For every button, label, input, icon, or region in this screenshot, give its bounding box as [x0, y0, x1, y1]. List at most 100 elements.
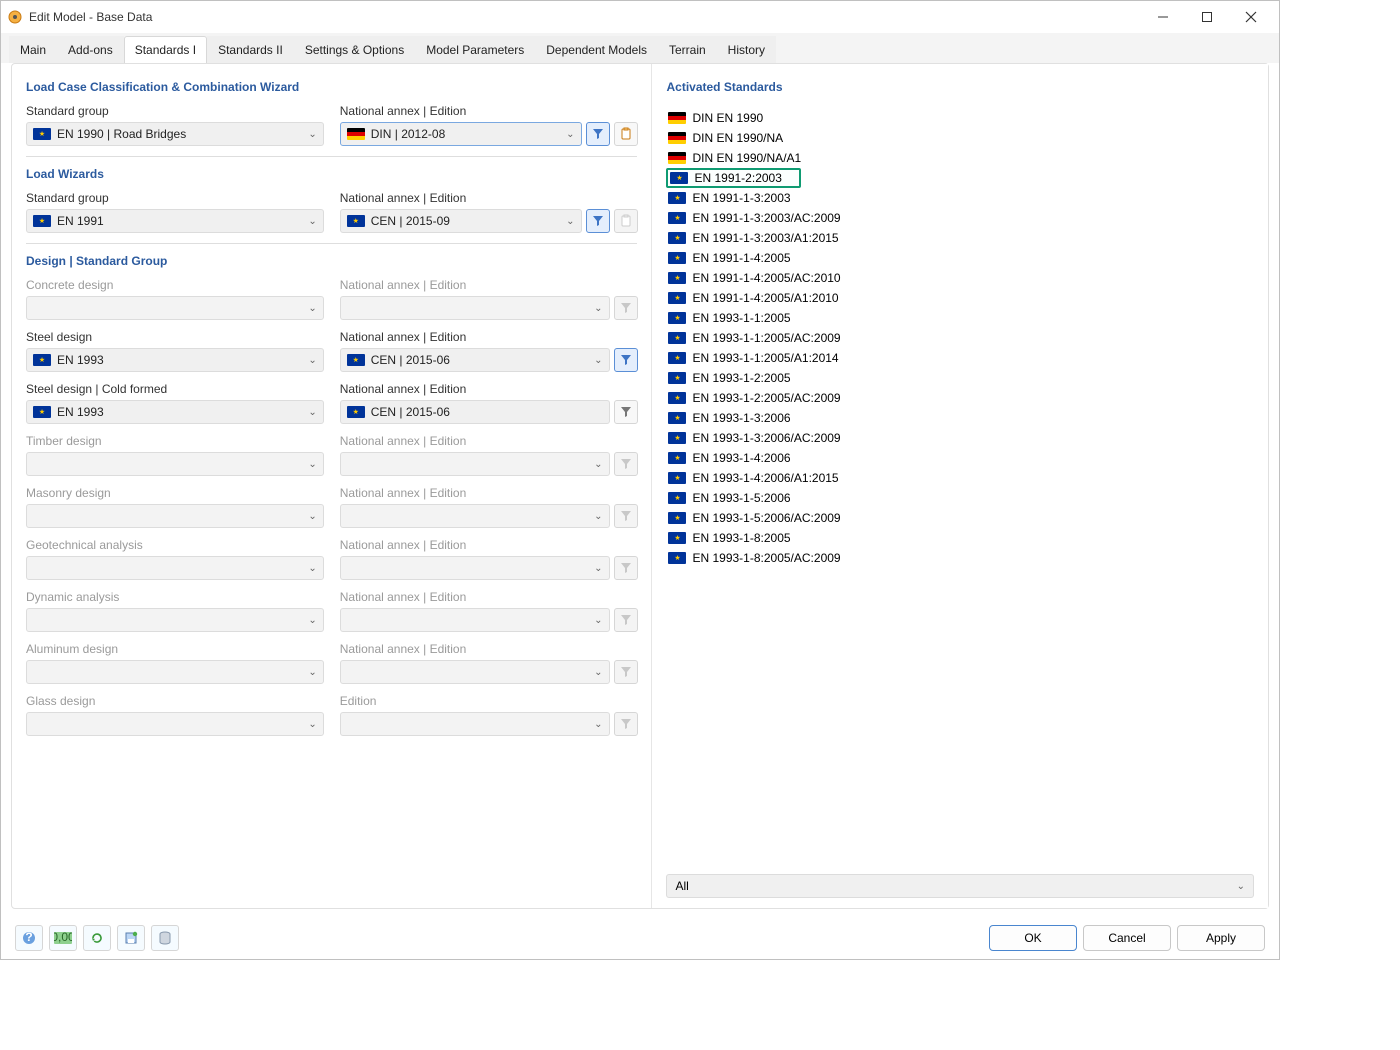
- filter-button-design-7: [614, 660, 638, 684]
- filter-button-wizard[interactable]: [586, 122, 610, 146]
- tab-history[interactable]: History: [717, 36, 776, 63]
- section-title-activated: Activated Standards: [666, 80, 1254, 94]
- help-button[interactable]: ?: [15, 925, 43, 951]
- standard-item-6[interactable]: EN 1991-1-3:2003/A1:2015: [666, 228, 1254, 248]
- standard-item-4[interactable]: EN 1991-1-3:2003: [666, 188, 1254, 208]
- cancel-button[interactable]: Cancel: [1083, 925, 1171, 951]
- chevron-down-icon: ⌄: [566, 129, 574, 140]
- standard-item-label: EN 1993-1-1:2005: [692, 311, 790, 325]
- tab-add-ons[interactable]: Add-ons: [57, 36, 124, 63]
- tab-settings-options[interactable]: Settings & Options: [294, 36, 415, 63]
- standard-item-18[interactable]: EN 1993-1-4:2006/A1:2015: [666, 468, 1254, 488]
- standard-item-14[interactable]: EN 1993-1-2:2005/AC:2009: [666, 388, 1254, 408]
- clipboard-button-wizard[interactable]: [614, 122, 638, 146]
- standard-item-9[interactable]: EN 1991-1-4:2005/A1:2010: [666, 288, 1254, 308]
- filter-button-design-0: [614, 296, 638, 320]
- label-std-group-loadwiz: Standard group: [26, 191, 324, 205]
- combo-std-group-loadwiz[interactable]: EN 1991 ⌄: [26, 209, 324, 233]
- units-button[interactable]: 0,00: [49, 925, 77, 951]
- combo-design-stdgroup-0: ⌄: [26, 296, 324, 320]
- combo-design-stdgroup-2[interactable]: EN 1993⌄: [26, 400, 324, 424]
- tab-dependent-models[interactable]: Dependent Models: [535, 36, 658, 63]
- standard-item-15[interactable]: EN 1993-1-3:2006: [666, 408, 1254, 428]
- standard-item-0[interactable]: DIN EN 1990: [666, 108, 1254, 128]
- combo-design-annex-2[interactable]: CEN | 2015-06: [340, 400, 610, 424]
- filter-button-design-2[interactable]: [614, 400, 638, 424]
- app-icon: [7, 9, 23, 25]
- label-design-annex-5: National annex | Edition: [340, 538, 638, 552]
- standard-item-label: EN 1991-1-3:2003/A1:2015: [692, 231, 838, 245]
- ok-button[interactable]: OK: [989, 925, 1077, 951]
- flag-eu-icon: [33, 406, 51, 418]
- filter-button-loadwiz[interactable]: [586, 209, 610, 233]
- tab-standards-i[interactable]: Standards I: [124, 36, 207, 63]
- standard-item-label: DIN EN 1990/NA/A1: [692, 151, 801, 165]
- standards-filter-combo[interactable]: All ⌄: [666, 874, 1254, 898]
- save-button[interactable]: [117, 925, 145, 951]
- tab-main[interactable]: Main: [9, 36, 57, 63]
- chevron-down-icon: ⌄: [308, 563, 316, 574]
- standard-item-22[interactable]: EN 1993-1-8:2005/AC:2009: [666, 548, 1254, 568]
- standard-item-19[interactable]: EN 1993-1-5:2006: [666, 488, 1254, 508]
- standard-item-7[interactable]: EN 1991-1-4:2005: [666, 248, 1254, 268]
- tab-standards-ii[interactable]: Standards II: [207, 36, 294, 63]
- combo-design-stdgroup-7: ⌄: [26, 660, 324, 684]
- close-button[interactable]: [1229, 3, 1273, 31]
- flag-eu-icon: [668, 532, 686, 544]
- chevron-down-icon: ⌄: [308, 355, 316, 366]
- standard-item-20[interactable]: EN 1993-1-5:2006/AC:2009: [666, 508, 1254, 528]
- flag-eu-icon: [668, 412, 686, 424]
- combo-std-group-wizard[interactable]: EN 1990 | Road Bridges ⌄: [26, 122, 324, 146]
- standard-item-16[interactable]: EN 1993-1-3:2006/AC:2009: [666, 428, 1254, 448]
- apply-button[interactable]: Apply: [1177, 925, 1265, 951]
- tab-terrain[interactable]: Terrain: [658, 36, 717, 63]
- minimize-button[interactable]: [1141, 3, 1185, 31]
- svg-text:0,00: 0,00: [54, 932, 72, 944]
- flag-eu-icon: [668, 512, 686, 524]
- flag-eu-icon: [668, 212, 686, 224]
- standard-item-3[interactable]: EN 1991-2:2003: [666, 168, 801, 188]
- standard-item-label: EN 1991-2:2003: [694, 171, 781, 185]
- chevron-down-icon: ⌄: [594, 563, 602, 574]
- label-design-annex-6: National annex | Edition: [340, 590, 638, 604]
- standard-item-8[interactable]: EN 1991-1-4:2005/AC:2010: [666, 268, 1254, 288]
- tab-model-parameters[interactable]: Model Parameters: [415, 36, 535, 63]
- standard-item-17[interactable]: EN 1993-1-4:2006: [666, 448, 1254, 468]
- standard-item-13[interactable]: EN 1993-1-2:2005: [666, 368, 1254, 388]
- combo-design-annex-1[interactable]: CEN | 2015-06⌄: [340, 348, 610, 372]
- chevron-down-icon: ⌄: [594, 303, 602, 314]
- chevron-down-icon: ⌄: [308, 459, 316, 470]
- label-design-annex-8: Edition: [340, 694, 638, 708]
- standard-item-11[interactable]: EN 1993-1-1:2005/AC:2009: [666, 328, 1254, 348]
- section-title-design: Design | Standard Group: [26, 254, 637, 268]
- section-title-wizard: Load Case Classification & Combination W…: [26, 80, 637, 94]
- chevron-down-icon: ⌄: [308, 216, 316, 227]
- section-title-loadwiz: Load Wizards: [26, 167, 637, 181]
- standard-item-5[interactable]: EN 1991-1-3:2003/AC:2009: [666, 208, 1254, 228]
- combo-design-annex-0: ⌄: [340, 296, 610, 320]
- standard-item-12[interactable]: EN 1993-1-1:2005/A1:2014: [666, 348, 1254, 368]
- combo-annex-wizard[interactable]: DIN | 2012-08 ⌄: [340, 122, 582, 146]
- standard-item-label: EN 1991-1-4:2005: [692, 251, 790, 265]
- combo-design-stdgroup-1[interactable]: EN 1993⌄: [26, 348, 324, 372]
- filter-button-design-1[interactable]: [614, 348, 638, 372]
- label-annex-loadwiz: National annex | Edition: [340, 191, 638, 205]
- maximize-button[interactable]: [1185, 3, 1229, 31]
- standard-item-21[interactable]: EN 1993-1-8:2005: [666, 528, 1254, 548]
- svg-text:?: ?: [25, 931, 32, 944]
- flag-eu-icon: [668, 452, 686, 464]
- standard-item-label: EN 1991-1-3:2003/AC:2009: [692, 211, 840, 225]
- label-design-annex-0: National annex | Edition: [340, 278, 638, 292]
- standard-item-2[interactable]: DIN EN 1990/NA/A1: [666, 148, 1254, 168]
- standard-item-1[interactable]: DIN EN 1990/NA: [666, 128, 1254, 148]
- chevron-down-icon: ⌄: [566, 216, 574, 227]
- refresh-button[interactable]: [83, 925, 111, 951]
- combo-annex-loadwiz[interactable]: CEN | 2015-09 ⌄: [340, 209, 582, 233]
- flag-eu-icon: [668, 192, 686, 204]
- standard-item-label: DIN EN 1990: [692, 111, 763, 125]
- combo-design-annex-4: ⌄: [340, 504, 610, 528]
- label-design-annex-4: National annex | Edition: [340, 486, 638, 500]
- flag-eu-icon: [668, 472, 686, 484]
- standard-item-10[interactable]: EN 1993-1-1:2005: [666, 308, 1254, 328]
- database-button[interactable]: [151, 925, 179, 951]
